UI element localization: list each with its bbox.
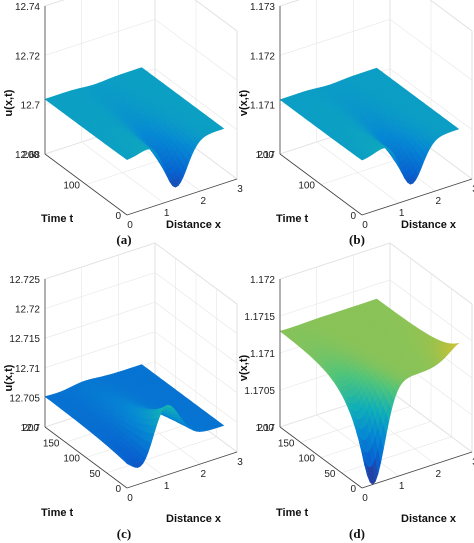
ztick-c: 12.7 — [21, 423, 41, 434]
zgrid-c — [44, 272, 238, 334]
ztick-c: 12.72 — [15, 305, 40, 316]
tgrid-a — [85, 0, 197, 185]
ttick-b: 0 — [350, 211, 356, 222]
panel-c: 012305010015020012.712.70512.7112.71512.… — [3, 242, 243, 541]
panel-label-b: (b) — [349, 232, 365, 247]
ztick-d: 1.172 — [250, 275, 275, 286]
zlabel-d: v(x,t) — [238, 355, 250, 382]
surface-d — [279, 242, 473, 489]
ztick-a: 12.74 — [15, 2, 40, 13]
ttick-d: 50 — [324, 469, 336, 480]
t-axis-a — [44, 153, 128, 216]
xtick-a: 1 — [164, 208, 170, 219]
ztick-a: 12.68 — [15, 150, 40, 161]
xtick-c: 1 — [164, 481, 170, 492]
ztick-a: 12.7 — [21, 101, 41, 112]
surface-a — [44, 0, 238, 216]
zlabel-a: u(x,t) — [3, 89, 15, 116]
xtick-b: 2 — [436, 196, 442, 207]
zgrid-a — [44, 0, 238, 32]
xtick-a: 3 — [237, 184, 243, 195]
ztick-c: 12.705 — [9, 393, 40, 404]
ztick-b: 1.172 — [250, 51, 275, 62]
ztick-c: 12.71 — [15, 364, 40, 375]
ttick-a: 0 — [115, 211, 121, 222]
xlabel-d: Distance x — [401, 513, 457, 525]
ylabel-b: Time t — [276, 213, 309, 225]
xlabel-a: Distance x — [166, 219, 222, 231]
ttick-d: 150 — [278, 438, 295, 449]
xtick-d: 1 — [399, 481, 405, 492]
ttick-b: 100 — [298, 181, 315, 192]
ttick-c: 100 — [63, 454, 80, 465]
ttick-c: 50 — [89, 469, 101, 480]
ztick-b: 1.171 — [250, 101, 275, 112]
xtick-c: 0 — [127, 493, 133, 504]
zgrid-d — [279, 242, 473, 305]
ztick-d: 1.1715 — [244, 312, 275, 323]
ylabel-a: Time t — [41, 213, 74, 225]
xtick-d: 0 — [362, 493, 368, 504]
xtick-b: 1 — [399, 208, 405, 219]
ttick-d: 0 — [350, 484, 356, 495]
zgrid-b — [279, 0, 473, 32]
ylabel-d: Time t — [276, 507, 309, 519]
ztick-b: 1.17 — [256, 150, 276, 161]
ttick-c: 0 — [115, 484, 121, 495]
zgrid-c — [44, 242, 238, 305]
ttick-a: 100 — [63, 181, 80, 192]
panel-label-a: (a) — [116, 232, 131, 247]
xtick-c: 2 — [201, 469, 207, 480]
xtick-c: 3 — [237, 457, 243, 468]
surface-b — [279, 0, 473, 216]
ttick-d: 100 — [298, 454, 315, 465]
ztick-d: 1.1705 — [244, 386, 275, 397]
xlabel-b: Distance x — [401, 219, 457, 231]
ztick-b: 1.173 — [250, 2, 275, 13]
zlabel-b: v(x,t) — [238, 90, 250, 117]
x-axis-b — [361, 178, 473, 216]
ztick-d: 1.171 — [250, 349, 275, 360]
ztick-d: 1.17 — [256, 423, 276, 434]
zgrid-c — [44, 301, 238, 364]
ttick-a: 200 — [22, 150, 39, 161]
panel-label-c: (c) — [117, 526, 131, 541]
t-axis-b — [279, 153, 363, 216]
t-axis-d — [279, 426, 363, 489]
xtick-b: 0 — [362, 220, 368, 231]
panel-label-d: (d) — [349, 526, 365, 541]
surface-c — [44, 242, 238, 489]
zlabel-c: u(x,t) — [3, 364, 15, 391]
ylabel-c: Time t — [41, 507, 74, 519]
x-axis-a — [126, 178, 238, 216]
ztick-c: 12.725 — [9, 275, 40, 286]
ttick-c: 150 — [43, 438, 60, 449]
panel-d: 01230501001502001.171.17051.1711.17151.1… — [238, 242, 474, 541]
tgrid-b — [320, 0, 432, 185]
ztick-c: 12.715 — [9, 334, 40, 345]
xtick-a: 2 — [201, 196, 207, 207]
surface-patch — [217, 126, 225, 130]
xtick-d: 2 — [436, 469, 442, 480]
xlabel-c: Distance x — [166, 513, 222, 525]
ztick-a: 12.72 — [15, 51, 40, 62]
xtick-a: 0 — [127, 220, 133, 231]
